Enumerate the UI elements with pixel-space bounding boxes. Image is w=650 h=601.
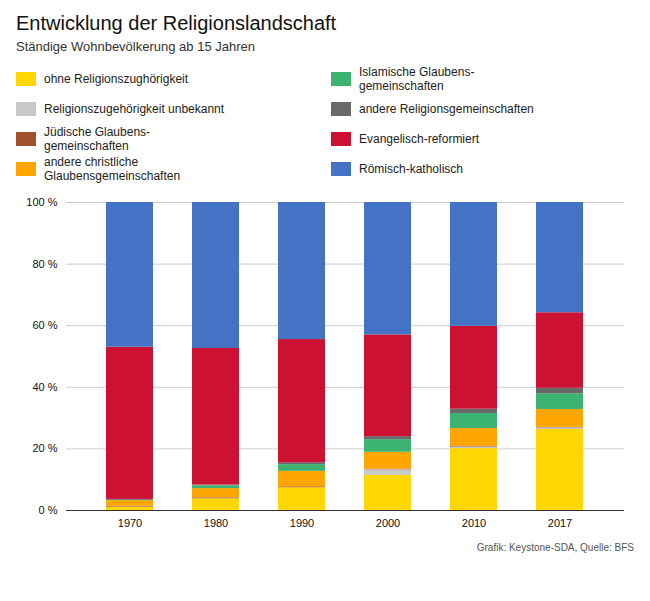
html-text:andere Religionsgemeinschaften: andere Religionsgemeinschaften: [359, 102, 534, 116]
html-text:andere christliche Glaubensgem: andere christliche Glaubensgemeinschafte…: [44, 155, 181, 183]
svg-text:0 %: 0 %: [39, 504, 58, 516]
svg-text:1970: 1970: [118, 517, 142, 529]
svg-text:60 %: 60 %: [32, 319, 57, 331]
svg-text:20 %: 20 %: [32, 442, 57, 454]
svg-text:2000: 2000: [376, 517, 400, 529]
svg-text:2017: 2017: [548, 517, 572, 529]
html-text:Evangelisch-reformiert: Evangelisch-reformiert: [359, 132, 479, 146]
svg-text:2010: 2010: [462, 517, 486, 529]
html-text:Römisch-katholisch: Römisch-katholisch: [359, 162, 463, 176]
svg-text:1990: 1990: [290, 517, 314, 529]
html-text:Grafik: Keystone-SDA, Quelle:: Grafik: Keystone-SDA, Quelle: BFS: [476, 542, 634, 553]
svg-text:100 %: 100 %: [26, 196, 57, 208]
html-text:ohne Religionszughörigkeit: ohne Religionszughörigkeit: [44, 72, 189, 86]
svg-text:40 %: 40 %: [32, 381, 57, 393]
html-text:Entwicklung der Religionslands: Entwicklung der Religionslandschaft: [16, 12, 337, 34]
html-text:Islamische Glaubens- gemeinsch: Islamische Glaubens- gemeinschaften: [359, 65, 475, 93]
svg-text:80 %: 80 %: [32, 258, 57, 270]
svg-text:1980: 1980: [204, 517, 228, 529]
html-text:Religionszugehörigkeit unbekan: Religionszugehörigkeit unbekannt: [44, 102, 225, 116]
html-text:Ständige Wohnbevölkerung ab 15: Ständige Wohnbevölkerung ab 15 Jahren: [16, 39, 255, 54]
html-text:Jüdische Glaubens- gemeinschaf: Jüdische Glaubens- gemeinschaften: [44, 125, 151, 153]
